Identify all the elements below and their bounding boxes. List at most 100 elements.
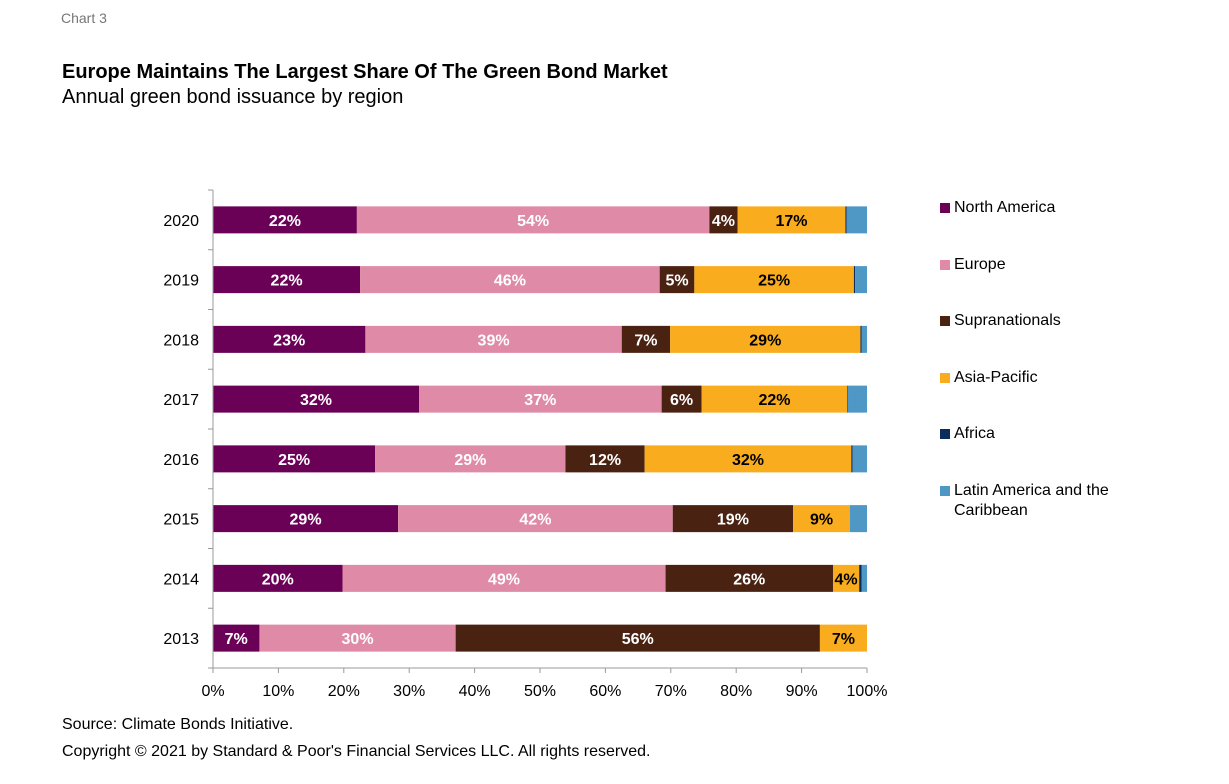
- bar-2015-latin-america-and-the-caribbean: [849, 505, 867, 533]
- bar-2018-supranationals: [621, 325, 671, 353]
- bar-2019-north-america: [213, 266, 361, 294]
- data-label-2019-asia-pacific: 25%: [758, 273, 790, 290]
- category-label-2017: 2017: [163, 392, 199, 409]
- data-label-2020-europe: 54%: [517, 213, 549, 230]
- bar-2016-supranationals: [565, 445, 645, 473]
- bar-2019-europe: [360, 266, 660, 294]
- bar-2014-europe: [342, 564, 666, 592]
- bar-2018-africa: [860, 325, 862, 353]
- bar-2020-supranationals: [709, 206, 738, 234]
- x-tick-label: 10%: [262, 683, 294, 700]
- bar-2019-supranationals: [659, 266, 695, 294]
- data-label-2019-europe: 46%: [494, 273, 526, 290]
- bar-2020-europe: [356, 206, 710, 234]
- data-label-2017-north-america: 32%: [300, 392, 332, 409]
- x-tick-label: 0%: [201, 683, 224, 700]
- bar-2017-north-america: [213, 385, 420, 413]
- bar-2017-latin-america-and-the-caribbean: [848, 385, 867, 413]
- data-label-2018-europe: 39%: [478, 332, 510, 349]
- bar-2020-asia-pacific: [737, 206, 846, 234]
- x-tick-label: 50%: [524, 683, 556, 700]
- data-label-2016-europe: 29%: [454, 452, 486, 469]
- category-label-2018: 2018: [163, 332, 199, 349]
- data-label-2015-supranationals: 19%: [717, 512, 749, 529]
- bar-2015-north-america: [213, 505, 399, 533]
- data-label-2019-supranationals: 5%: [665, 273, 688, 290]
- data-label-2016-asia-pacific: 32%: [732, 452, 764, 469]
- legend-label-europe: Europe: [954, 256, 1006, 273]
- legend-label-latin-america: Latin America and the Caribbean: [954, 482, 1109, 519]
- bar-2020-latin-america-and-the-caribbean: [846, 206, 867, 234]
- data-label-2014-europe: 49%: [488, 571, 520, 588]
- bar-2019-africa: [853, 266, 856, 294]
- category-label-2020: 2020: [163, 213, 199, 230]
- data-label-2015-asia-pacific: 9%: [810, 512, 833, 529]
- data-label-2015-north-america: 29%: [290, 512, 322, 529]
- legend-label-supranationals: Supranationals: [954, 312, 1061, 329]
- bar-2016-asia-pacific: [644, 445, 852, 473]
- copyright-note: Copyright © 2021 by Standard & Poor's Fi…: [62, 743, 651, 760]
- bar-2018-latin-america-and-the-caribbean: [861, 325, 867, 353]
- legend-label-asia-pacific: Asia-Pacific: [954, 369, 1038, 386]
- bar-2015-europe: [398, 505, 673, 533]
- data-label-2014-supranationals: 26%: [733, 571, 765, 588]
- data-label-2020-supranationals: 4%: [712, 213, 735, 230]
- bar-2013-asia-pacific: [819, 624, 867, 652]
- bar-2016-latin-america-and-the-caribbean: [852, 445, 867, 473]
- x-tick-label: 70%: [655, 683, 687, 700]
- data-label-2017-europe: 37%: [524, 392, 556, 409]
- chart-number: Chart 3: [61, 10, 107, 26]
- data-label-2015-europe: 42%: [519, 512, 551, 529]
- source-note: Source: Climate Bonds Initiative.: [62, 716, 294, 733]
- bar-2018-europe: [365, 325, 622, 353]
- legend-label-africa: Africa: [954, 425, 995, 442]
- legend-swatch-asia-pacific: [940, 373, 950, 383]
- bar-2017-asia-pacific: [701, 385, 848, 413]
- bar-2014-latin-america-and-the-caribbean: [861, 564, 867, 592]
- bar-2014-supranationals: [665, 564, 833, 592]
- data-label-2014-north-america: 20%: [262, 571, 294, 588]
- x-tick-label: 60%: [589, 683, 621, 700]
- x-tick-label: 100%: [847, 683, 888, 700]
- bar-2014-north-america: [213, 564, 343, 592]
- bar-2020-africa: [845, 206, 847, 234]
- legend-swatch-supranationals: [940, 316, 950, 326]
- bar-2016-europe: [375, 445, 566, 473]
- legend-swatch-africa: [940, 429, 950, 439]
- category-label-2015: 2015: [163, 512, 199, 529]
- bar-2015-supranationals: [672, 505, 794, 533]
- data-label-2020-north-america: 22%: [269, 213, 301, 230]
- data-label-2013-supranationals: 56%: [622, 631, 654, 648]
- legend-label-north-america: North America: [954, 199, 1056, 216]
- bar-2015-asia-pacific: [793, 505, 850, 533]
- data-label-2016-north-america: 25%: [278, 452, 310, 469]
- category-label-2013: 2013: [163, 631, 199, 648]
- category-label-2014: 2014: [163, 571, 199, 588]
- x-tick-label: 90%: [786, 683, 818, 700]
- x-tick-label: 20%: [328, 683, 360, 700]
- data-label-2020-asia-pacific: 17%: [775, 213, 807, 230]
- category-label-2016: 2016: [163, 452, 199, 469]
- bar-2016-north-america: [213, 445, 376, 473]
- data-label-2014-asia-pacific: 4%: [835, 571, 858, 588]
- x-tick-label: 30%: [393, 683, 425, 700]
- data-label-2017-asia-pacific: 22%: [758, 392, 790, 409]
- data-label-2019-north-america: 22%: [271, 273, 303, 290]
- chart-subtitle: Annual green bond issuance by region: [62, 86, 404, 108]
- bar-2019-asia-pacific: [694, 266, 854, 294]
- data-label-2016-supranationals: 12%: [589, 452, 621, 469]
- bar-2013-north-america: [213, 624, 260, 652]
- data-label-2018-north-america: 23%: [273, 332, 305, 349]
- bar-2016-africa: [851, 445, 853, 473]
- data-label-2018-supranationals: 7%: [634, 332, 657, 349]
- bar-2013-supranationals: [455, 624, 820, 652]
- bar-2018-asia-pacific: [670, 325, 861, 353]
- bar-2017-africa: [847, 385, 849, 413]
- bar-2014-africa: [859, 564, 862, 592]
- data-label-2018-asia-pacific: 29%: [749, 332, 781, 349]
- data-label-2013-north-america: 7%: [225, 631, 248, 648]
- x-tick-label: 40%: [459, 683, 491, 700]
- chart-title: Europe Maintains The Largest Share Of Th…: [62, 61, 668, 83]
- category-label-2019: 2019: [163, 273, 199, 290]
